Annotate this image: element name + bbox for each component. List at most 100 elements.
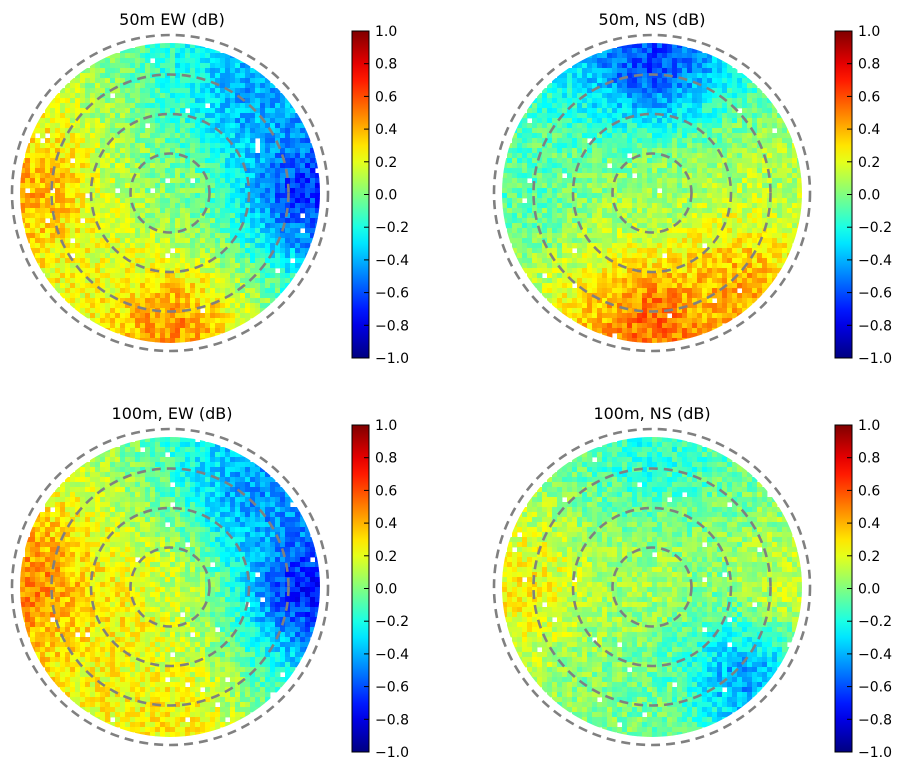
heatmap-cell bbox=[185, 318, 191, 324]
heatmap-cell bbox=[752, 188, 758, 194]
heatmap-cell bbox=[532, 188, 538, 194]
heatmap-cell bbox=[100, 88, 106, 94]
heatmap-cell bbox=[637, 68, 643, 74]
heatmap-cell bbox=[195, 73, 201, 79]
heatmap-cell bbox=[617, 98, 623, 104]
heatmap-cell bbox=[40, 173, 46, 179]
heatmap-cell bbox=[782, 233, 788, 239]
heatmap-cell bbox=[110, 123, 116, 129]
heatmap-cell bbox=[627, 243, 633, 249]
heatmap-cell bbox=[240, 133, 246, 139]
heatmap-cell bbox=[255, 108, 261, 114]
heatmap-cell bbox=[532, 143, 538, 149]
heatmap-cell bbox=[135, 163, 141, 169]
heatmap-cell bbox=[657, 143, 663, 149]
heatmap-cell bbox=[75, 188, 81, 194]
heatmap-cell bbox=[787, 138, 793, 144]
heatmap-cell bbox=[537, 128, 543, 134]
heatmap-cell bbox=[260, 153, 266, 159]
heatmap-cell bbox=[697, 213, 703, 219]
heatmap-cell bbox=[542, 103, 548, 109]
heatmap-cell bbox=[592, 168, 598, 174]
heatmap-cell bbox=[782, 138, 788, 144]
heatmap-cell bbox=[687, 168, 693, 174]
heatmap-cell bbox=[195, 98, 201, 104]
heatmap-cell bbox=[747, 113, 753, 119]
heatmap-cell bbox=[747, 98, 753, 104]
heatmap-cell bbox=[592, 73, 598, 79]
heatmap-cell bbox=[195, 203, 201, 209]
heatmap-cell bbox=[762, 113, 768, 119]
heatmap-cell bbox=[662, 58, 668, 64]
heatmap-cell bbox=[215, 193, 221, 199]
heatmap-cell bbox=[662, 108, 668, 114]
heatmap-cell bbox=[115, 213, 121, 219]
heatmap-cell bbox=[607, 153, 613, 159]
heatmap-cell bbox=[155, 163, 161, 169]
heatmap-cell bbox=[767, 238, 773, 244]
heatmap-cell bbox=[200, 173, 206, 179]
heatmap-cell bbox=[165, 158, 171, 164]
heatmap-cell bbox=[295, 263, 301, 269]
heatmap-cell bbox=[75, 308, 81, 314]
heatmap-cell bbox=[170, 58, 176, 64]
heatmap-cell bbox=[185, 338, 191, 343]
heatmap-cell bbox=[737, 158, 743, 164]
heatmap-cell bbox=[270, 113, 276, 119]
heatmap-cell bbox=[85, 283, 91, 289]
heatmap-cell bbox=[732, 173, 738, 179]
heatmap-cell bbox=[270, 198, 276, 204]
heatmap-cell bbox=[642, 53, 648, 59]
heatmap-cell bbox=[617, 48, 623, 54]
heatmap-cell bbox=[150, 228, 156, 234]
heatmap-cell bbox=[90, 303, 96, 309]
heatmap-cell bbox=[587, 218, 593, 224]
heatmap-cell bbox=[190, 68, 196, 74]
heatmap-cell bbox=[597, 208, 603, 214]
heatmap-cell bbox=[245, 213, 251, 219]
heatmap-cell bbox=[607, 173, 613, 179]
heatmap-cell bbox=[682, 158, 688, 164]
heatmap-cell bbox=[190, 128, 196, 134]
heatmap-cell bbox=[602, 243, 608, 249]
heatmap-cell bbox=[210, 83, 216, 89]
heatmap-cell bbox=[752, 183, 758, 189]
heatmap-cell bbox=[250, 88, 256, 94]
heatmap-cell bbox=[150, 83, 156, 89]
heatmap-cell bbox=[567, 153, 573, 159]
heatmap-cell bbox=[215, 78, 221, 84]
heatmap-cell bbox=[557, 243, 563, 249]
heatmap-cell bbox=[617, 148, 623, 154]
heatmap-cell bbox=[105, 218, 111, 224]
heatmap-cell bbox=[747, 123, 753, 129]
heatmap-cell bbox=[70, 298, 76, 304]
heatmap-cell bbox=[85, 313, 91, 319]
heatmap-cell bbox=[105, 158, 111, 164]
heatmap-cell bbox=[547, 183, 553, 189]
heatmap-cell bbox=[35, 163, 41, 169]
heatmap-cell bbox=[305, 188, 311, 194]
heatmap-cell bbox=[667, 138, 673, 144]
heatmap-cell bbox=[215, 283, 221, 289]
heatmap-cell bbox=[160, 48, 166, 54]
heatmap-cell bbox=[592, 208, 598, 214]
heatmap-cell bbox=[130, 153, 136, 159]
heatmap-cell bbox=[255, 278, 261, 284]
heatmap-cell bbox=[150, 178, 156, 184]
heatmap-cell bbox=[240, 253, 246, 259]
heatmap-cell bbox=[85, 98, 91, 104]
heatmap-cell bbox=[767, 148, 773, 154]
heatmap-cell bbox=[175, 98, 181, 104]
heatmap-cell bbox=[732, 203, 738, 209]
heatmap-cell bbox=[95, 183, 101, 189]
heatmap-cell bbox=[542, 118, 548, 124]
heatmap-cell bbox=[587, 153, 593, 159]
heatmap-cell bbox=[180, 43, 186, 49]
heatmap-cell bbox=[270, 163, 276, 169]
heatmap-cell bbox=[577, 218, 583, 224]
heatmap-cell bbox=[65, 98, 71, 104]
heatmap-cell bbox=[557, 103, 563, 109]
heatmap-cell bbox=[135, 268, 141, 274]
heatmap-cell bbox=[742, 238, 748, 244]
heatmap-cell bbox=[305, 233, 311, 239]
